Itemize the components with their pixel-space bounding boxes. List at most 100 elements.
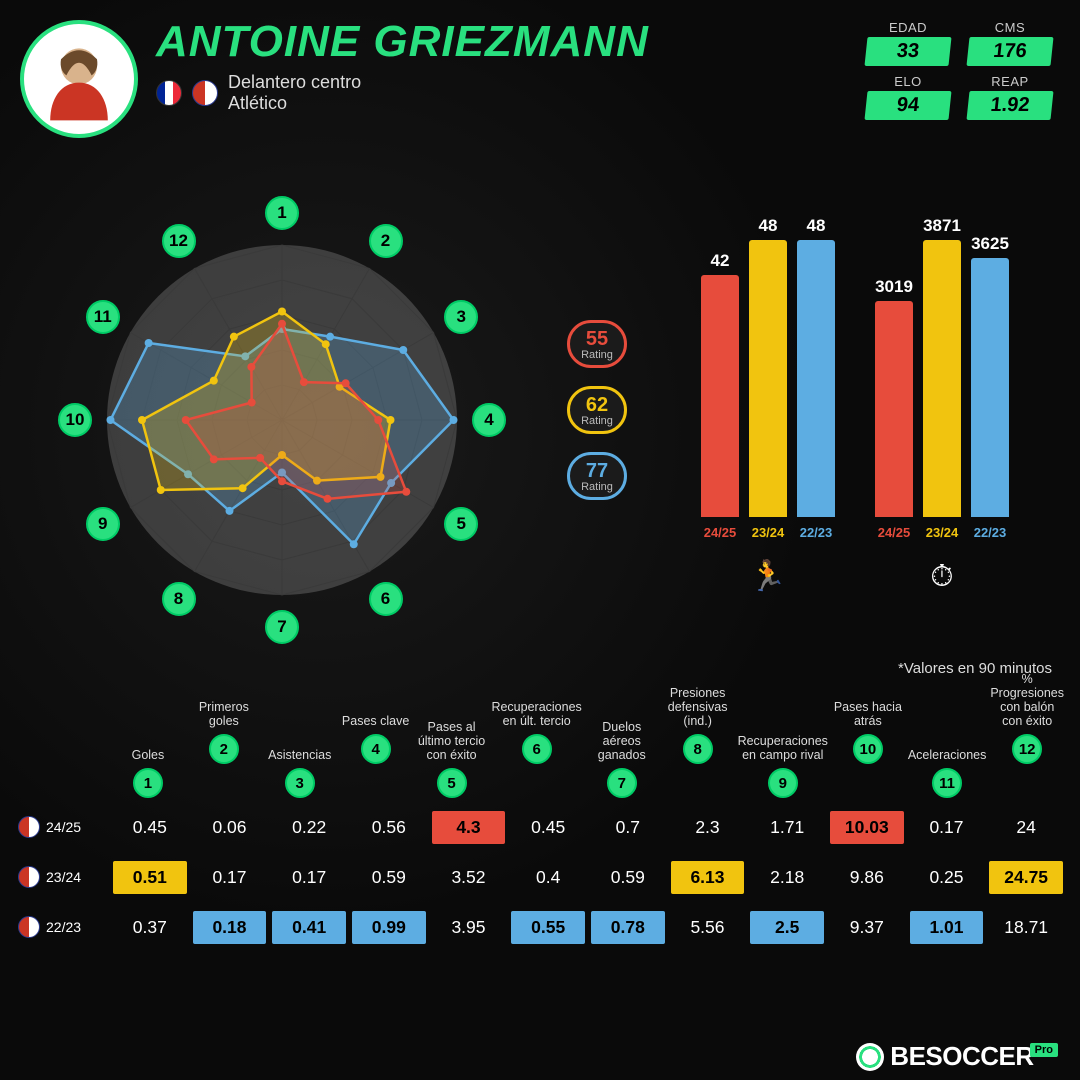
column-header: Goles 1 — [110, 706, 186, 798]
rating-label: Rating — [574, 349, 620, 361]
table-cell: 0.17 — [193, 861, 267, 894]
stats-table: Goles1Primeros goles2Asistencias3Pases c… — [0, 694, 1080, 948]
bar-group: 42 24/2548 23/2448 22/23🏃 — [701, 216, 835, 540]
rating-label: Rating — [574, 481, 620, 493]
brand-logo: BESOCCER — [890, 1041, 1033, 1072]
player-name: ANTOINE GRIEZMANN — [156, 20, 866, 64]
top-stat-label: CMS — [968, 20, 1052, 35]
radar-axis-badge: 11 — [86, 300, 120, 334]
column-label: Goles — [132, 748, 165, 762]
club-badge-icon — [18, 816, 40, 838]
ratings-column: 55Rating62Rating77Rating — [552, 150, 642, 670]
column-label: Recuperaciones en últ. tercio — [491, 700, 581, 728]
column-header: Primeros goles2 — [186, 672, 262, 764]
column-label: Duelos aéreos ganados — [586, 720, 658, 762]
table-cell: 0.25 — [910, 861, 984, 894]
column-number-badge: 10 — [853, 734, 883, 764]
top-stat-label: EDAD — [866, 20, 950, 35]
bformal: 42 24/2548 23/2448 22/23🏃3019 24/253871 … — [652, 150, 1058, 550]
column-number-badge: 1 — [133, 768, 163, 798]
top-stat-label: ELO — [866, 74, 950, 89]
bar-value: 3625 — [971, 234, 1009, 254]
rating-badge: 62Rating — [567, 386, 627, 434]
column-header: Recuperaciones en últ. tercio6 — [489, 672, 583, 764]
table-cell: 0.51 — [113, 861, 187, 894]
column-number-badge: 11 — [932, 768, 962, 798]
club-badge-icon — [192, 80, 218, 106]
column-header: Aceleraciones 11 — [906, 706, 989, 798]
column-number-badge: 12 — [1012, 734, 1042, 764]
top-stat: ELO 94 — [866, 74, 950, 120]
bar-season: 23/24 — [926, 525, 959, 540]
bar-season: 24/25 — [878, 525, 911, 540]
bar-season: 22/23 — [974, 525, 1007, 540]
table-cell: 0.18 — [193, 911, 267, 944]
table-cell: 3.52 — [432, 861, 506, 894]
bar-group: 3019 24/253871 23/243625 22/23⏱ — [875, 216, 1009, 540]
bar-value: 48 — [759, 216, 778, 236]
top-stat: EDAD33 — [866, 20, 950, 66]
table-cell: 0.17 — [910, 811, 984, 844]
rating-value: 55 — [574, 329, 620, 349]
column-number-badge: 5 — [437, 768, 467, 798]
column-label: Pases al último tercio con éxito — [416, 720, 488, 762]
radar-axis-badge: 12 — [162, 224, 196, 258]
column-header: Recuperaciones en campo rival 9 — [736, 706, 830, 798]
top-stat-label: REAP — [968, 74, 1052, 89]
top-stat-value: 1.92 — [966, 91, 1053, 120]
radar-axis-badge: 5 — [444, 507, 478, 541]
table-cell: 2.18 — [750, 861, 824, 894]
column-label: Aceleraciones — [908, 748, 987, 762]
row-header: 24/25 — [14, 816, 110, 838]
top-stat-value: 94 — [864, 91, 951, 120]
table-cell: 1.71 — [750, 811, 824, 844]
clock-icon: ⏱ — [930, 560, 953, 594]
bar: 48 22/23 — [797, 216, 835, 540]
column-header: Pases hacia atrás 10 — [830, 672, 906, 764]
runner-icon: 🏃 — [749, 559, 786, 594]
mid-section: 123456789101112 55Rating62Rating77Rating… — [0, 150, 1080, 670]
column-number-badge: 9 — [768, 768, 798, 798]
table-cell: 0.59 — [591, 861, 665, 894]
column-header: Asistencias3 — [262, 706, 338, 798]
column-number-badge: 8 — [683, 734, 713, 764]
table-cell: 0.41 — [272, 911, 346, 944]
table-cell: 0.37 — [113, 911, 187, 944]
nationality-flag-icon — [156, 80, 182, 106]
table-row: 23/240.510.170.170.593.520.40.596.132.18… — [14, 856, 1066, 898]
footer-brand: BESOCCER Pro — [856, 1041, 1058, 1072]
rating-badge: 55Rating — [567, 320, 627, 368]
player-subtext: Delantero centro Atlético — [228, 72, 361, 113]
column-label: Recuperaciones en campo rival — [738, 734, 828, 762]
table-cell: 9.86 — [830, 861, 904, 894]
club-badge-icon — [18, 916, 40, 938]
column-header: Pases clave4 — [338, 672, 414, 764]
top-stats: EDAD33 CMS176 ELO 94 REAP 1.92 — [866, 20, 1052, 120]
table-cell: 24.75 — [989, 861, 1063, 894]
column-header: Duelos aéreos ganados7 — [584, 706, 660, 798]
table-cell: 0.59 — [352, 861, 426, 894]
radar-axis-badge: 2 — [369, 224, 403, 258]
radar-axis-badge: 3 — [444, 300, 478, 334]
radar-axis-badge: 1 — [265, 196, 299, 230]
column-header: Presiones defensivas (ind.)8 — [660, 672, 736, 764]
bar-value: 3019 — [875, 277, 913, 297]
table-cell: 2.3 — [671, 811, 745, 844]
column-header: Pases al último tercio con éxito 5 — [414, 706, 490, 798]
column-label: Primeros goles — [188, 700, 260, 728]
bar-season: 23/24 — [752, 525, 785, 540]
top-stat: REAP 1.92 — [968, 74, 1052, 120]
title-block: ANTOINE GRIEZMANN Delantero centro Atlét… — [156, 20, 866, 113]
player-position: Delantero centro — [228, 72, 361, 93]
top-stat: CMS176 — [968, 20, 1052, 66]
brand-tag: Pro — [1030, 1043, 1058, 1057]
column-number-badge: 4 — [361, 734, 391, 764]
table-cell: 0.45 — [511, 811, 585, 844]
brand-ball-icon — [856, 1043, 884, 1071]
radar-axis-badge: 8 — [162, 582, 196, 616]
table-cell: 4.3 — [432, 811, 506, 844]
column-label: Pases hacia atrás — [832, 700, 904, 728]
bar: 42 24/25 — [701, 251, 739, 540]
table-cell: 0.17 — [272, 861, 346, 894]
rating-value: 62 — [574, 395, 620, 415]
